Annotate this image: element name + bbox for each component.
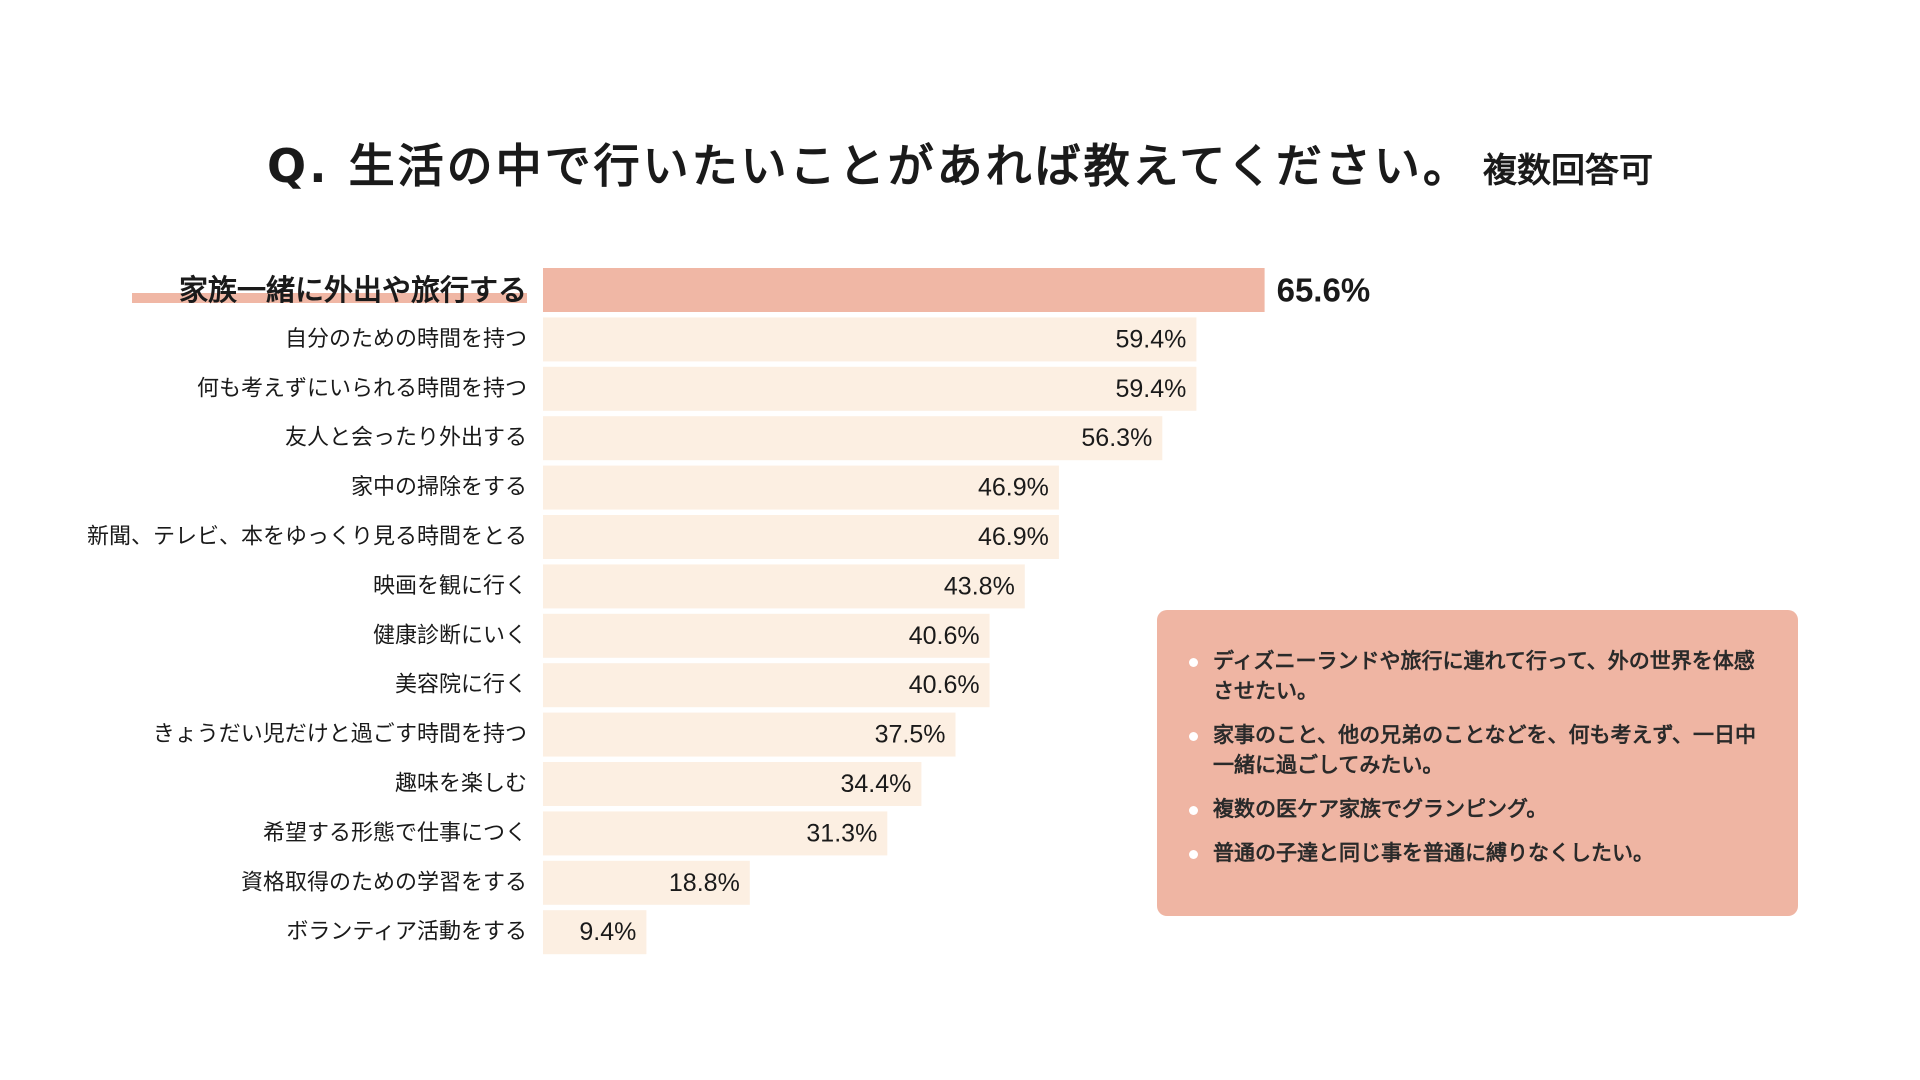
value-label: 37.5% [875,721,946,749]
bar [543,663,990,708]
bar [543,910,647,955]
category-label: 健康診断にいく [373,623,527,648]
category-label: ボランティア活動をする [286,920,527,945]
bar [543,712,956,757]
bar [543,860,750,905]
comment-text: 複数の医ケア家族でグランピング。 [1213,797,1548,821]
bar [543,811,888,856]
value-label: 34.4% [841,770,912,798]
title-note: 複数回答可 [1483,151,1653,191]
value-label: 59.4% [1116,325,1187,353]
chart-title: Q. 生活の中で行いたいことがあれば教えてください。 複数回答可 [0,130,1920,196]
comments-list: ディズニーランドや旅行に連れて行って、外の世界を体感させたい。 家事のこと、他の… [1189,646,1758,868]
category-label: 希望する形態で仕事につく [263,821,527,846]
bullet-icon [1189,732,1198,741]
comment-item: 家事のこと、他の兄弟のことなどを、何も考えず、一日中一緒に過ごしてみたい。 [1189,720,1758,780]
bar [543,465,1059,510]
value-label: 65.6% [1277,272,1371,309]
category-label: 家族一緒に外出や旅行する [179,273,527,307]
value-label: 46.9% [978,523,1049,551]
bar [543,515,1059,559]
comment-item: ディズニーランドや旅行に連れて行って、外の世界を体感させたい。 [1189,646,1758,706]
comments-box: ディズニーランドや旅行に連れて行って、外の世界を体感させたい。 家事のこと、他の… [1157,610,1798,916]
bar [543,268,1265,312]
value-label: 56.3% [1081,424,1152,452]
category-label: 自分のための時間を持つ [285,327,527,352]
value-label: 43.8% [944,572,1015,600]
category-label: きょうだい児だけと過ごす時間を持つ [153,722,527,747]
comment-text: ディズニーランドや旅行に連れて行って、外の世界を体感させたい。 [1213,649,1755,703]
bar [543,762,922,806]
value-label: 9.4% [579,918,636,946]
bullet-icon [1189,806,1198,815]
value-label: 40.6% [909,671,980,699]
value-label: 31.3% [806,819,877,847]
bullet-icon [1189,850,1198,859]
bar [543,416,1163,461]
category-label: 家中の掃除をする [351,475,527,500]
category-label: 友人と会ったり外出する [285,426,527,451]
category-label: 何も考えずにいられる時間を持つ [197,376,527,401]
bullet-icon [1189,658,1198,667]
comment-item: 複数の医ケア家族でグランピング。 [1189,794,1758,824]
value-label: 40.6% [909,622,980,650]
value-label: 46.9% [978,474,1049,502]
comment-text: 普通の子達と同じ事を普通に縛りなくしたい。 [1213,841,1654,865]
bar [543,613,990,658]
category-label: 美容院に行く [395,673,527,698]
value-label: 18.8% [669,869,740,897]
bar [543,317,1197,362]
comment-text: 家事のこと、他の兄弟のことなどを、何も考えず、一日中一緒に過ごしてみたい。 [1213,723,1757,777]
category-label: 趣味を楽しむ [395,772,527,797]
comment-item: 普通の子達と同じ事を普通に縛りなくしたい。 [1189,838,1758,868]
bar [543,366,1197,411]
category-label: 映画を観に行く [373,574,527,599]
bar [543,564,1025,609]
label-highlight-underline [132,293,527,303]
category-label: 新聞、テレビ、本をゆっくり見る時間をとる [87,525,527,550]
title-question: Q. 生活の中で行いたいことがあれば教えてください。 [266,139,1472,193]
value-label: 59.4% [1116,375,1187,403]
category-label: 資格取得のための学習をする [241,870,527,895]
